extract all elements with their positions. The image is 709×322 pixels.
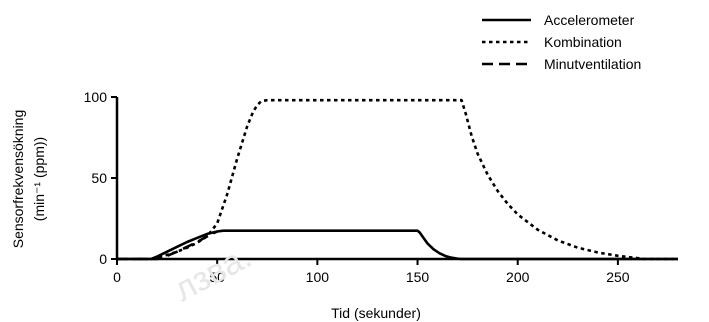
x-tick-label: 250	[606, 269, 630, 285]
y-axis-title-line2: (min⁻¹ (ppm))	[31, 137, 47, 221]
x-tick-label: 50	[209, 269, 225, 285]
x-tick-label: 100	[306, 269, 330, 285]
legend-label-minutventilation: Minutventilation	[544, 56, 641, 72]
series-layer	[117, 98, 678, 261]
watermark-text: лзва.	[168, 237, 258, 309]
x-tick-label: 0	[113, 269, 121, 285]
y-axis-title-line1: Sensorfrekvensökning	[10, 110, 26, 249]
legend: Accelerometer Kombination Minutventilation	[482, 12, 641, 72]
y-tick-label: 100	[84, 89, 108, 105]
series-line-accelerometer	[117, 229, 678, 261]
x-axis-title: Tid (sekunder)	[331, 305, 421, 321]
y-tick-label: 0	[99, 251, 107, 267]
x-tick-label: 150	[406, 269, 430, 285]
axes	[115, 97, 678, 261]
y-tick-label: 50	[91, 170, 107, 186]
x-tick-label: 200	[506, 269, 530, 285]
legend-label-accelerometer: Accelerometer	[544, 12, 635, 28]
legend-label-kombination: Kombination	[544, 34, 622, 50]
ticks: 0 50 100 150 200 250 0 50 100	[84, 89, 630, 285]
